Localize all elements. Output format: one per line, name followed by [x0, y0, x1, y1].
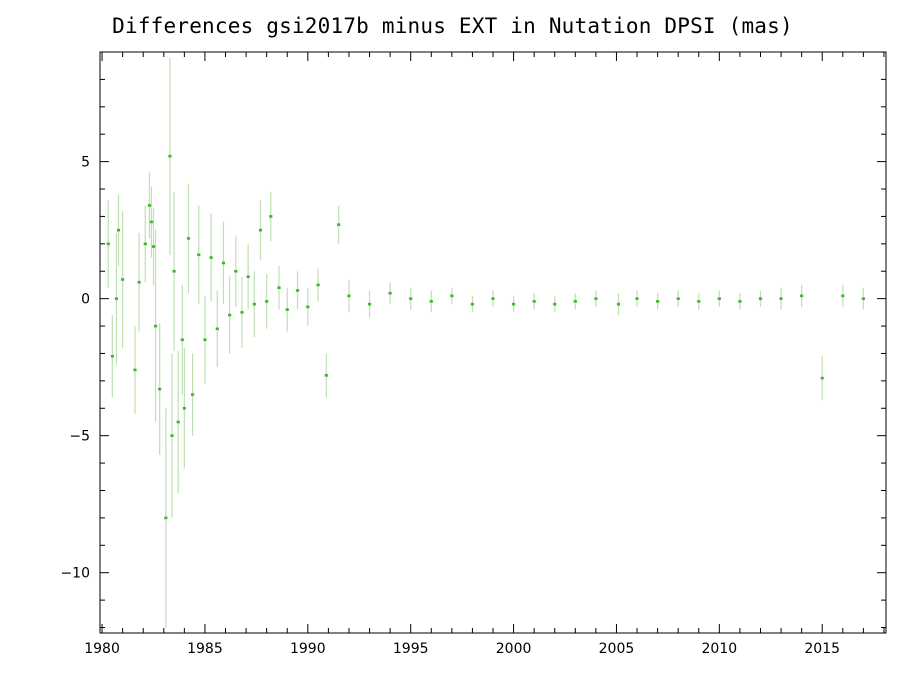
data-point — [470, 302, 475, 306]
y-axis-tick-label: −5 — [69, 429, 90, 445]
data-point — [532, 300, 536, 303]
data-point — [180, 338, 184, 342]
data-point — [277, 286, 281, 289]
data-point — [197, 253, 201, 257]
data-point — [367, 302, 372, 306]
data-point — [182, 406, 186, 410]
data-point — [158, 387, 162, 391]
x-axis-tick-label: 1980 — [84, 641, 120, 657]
data-point — [170, 434, 174, 437]
data-point — [269, 215, 273, 218]
data-point — [265, 300, 269, 303]
data-point — [306, 305, 310, 309]
data-point — [114, 297, 119, 300]
data-point — [324, 374, 328, 377]
data-point — [779, 297, 783, 300]
error-bars — [107, 57, 864, 628]
data-point — [203, 338, 207, 342]
data-point — [234, 269, 238, 273]
data-point — [717, 297, 721, 300]
x-axis-tick-labels: 1980 1985 1990 1995 2000 2005 2010 2015 — [84, 641, 840, 657]
data-point — [110, 354, 114, 358]
data-point — [491, 297, 495, 300]
data-point — [635, 297, 639, 300]
data-point — [800, 294, 804, 298]
data-point — [228, 313, 232, 317]
y-axis-tick-label: −10 — [60, 566, 90, 582]
data-point — [172, 269, 176, 273]
data-point — [738, 300, 742, 303]
data-point — [820, 376, 824, 380]
data-point — [258, 228, 263, 232]
data-points — [106, 154, 865, 520]
y-axis-tick-label: 5 — [81, 155, 90, 171]
data-point — [116, 228, 121, 232]
data-point — [221, 261, 226, 265]
data-point — [450, 294, 454, 298]
data-point — [133, 368, 137, 372]
data-point — [861, 297, 865, 300]
data-point — [137, 280, 141, 284]
data-point — [295, 289, 300, 292]
data-point — [240, 311, 244, 314]
axis-ticks — [100, 51, 886, 633]
y-axis-tick-label: 0 — [81, 292, 90, 308]
data-point — [316, 283, 320, 287]
data-point — [758, 297, 763, 300]
y-axis-tick-labels: −10 −5 0 5 — [60, 155, 90, 582]
x-axis-tick-label: 2000 — [496, 641, 532, 657]
x-axis-tick-label: 2015 — [804, 641, 840, 657]
data-point — [285, 308, 289, 311]
data-point — [153, 324, 158, 328]
data-point — [121, 278, 125, 281]
x-axis-tick-label: 1995 — [393, 641, 429, 657]
data-point — [573, 300, 577, 303]
data-point — [347, 294, 351, 298]
chart-title: Differences gsi2017b minus EXT in Nutati… — [112, 14, 793, 38]
x-axis-tick-label: 2005 — [599, 641, 635, 657]
data-point — [209, 256, 213, 259]
data-point — [164, 516, 168, 520]
data-point — [841, 294, 845, 298]
data-point — [176, 420, 180, 424]
data-point — [149, 220, 154, 224]
data-point — [147, 204, 151, 207]
data-point — [151, 245, 156, 248]
data-point — [676, 297, 680, 300]
data-point — [246, 275, 250, 279]
data-point — [215, 327, 219, 331]
data-point — [511, 302, 516, 306]
data-point — [186, 237, 191, 240]
x-axis-tick-label: 2010 — [702, 641, 738, 657]
x-axis-tick-label: 1985 — [187, 641, 223, 657]
data-point — [429, 300, 433, 303]
data-point — [252, 302, 256, 306]
data-point — [409, 297, 413, 300]
data-point — [106, 242, 110, 246]
data-point — [594, 297, 598, 300]
x-axis-tick-label: 1990 — [290, 641, 326, 657]
data-point — [697, 300, 701, 303]
data-point — [656, 300, 660, 303]
data-point — [190, 393, 195, 396]
data-point — [337, 223, 341, 226]
data-point — [616, 302, 621, 306]
data-point — [553, 302, 557, 306]
plot-frame — [99, 51, 887, 634]
data-point — [388, 291, 392, 295]
data-point — [168, 154, 172, 158]
data-point — [143, 242, 147, 246]
